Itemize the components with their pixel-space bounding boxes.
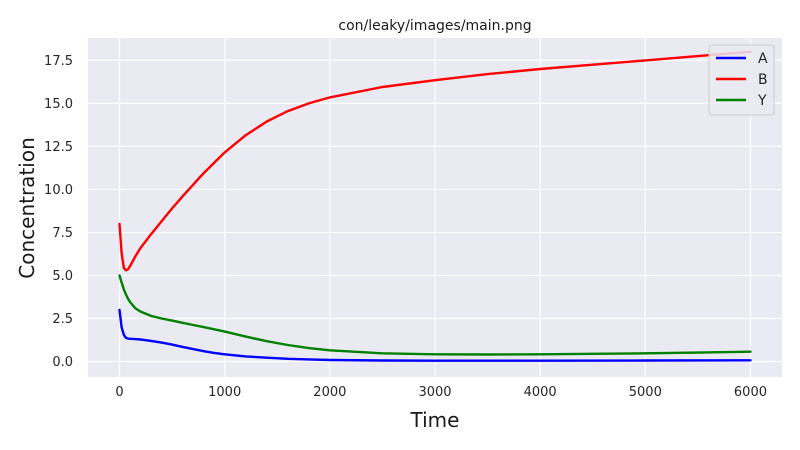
grid — [88, 38, 782, 377]
y-tick-label: 10.0 — [44, 183, 73, 198]
x-tick-label: 0 — [115, 385, 123, 400]
y-tick-label: 15.0 — [44, 97, 73, 112]
legend-items: ABY — [716, 51, 768, 109]
x-tick-label: 6000 — [734, 385, 767, 400]
legend-label-y: Y — [757, 93, 767, 109]
chart-title: con/leaky/images/main.png — [338, 18, 531, 34]
x-tick-label: 1000 — [208, 385, 241, 400]
series-line-b — [118, 50, 752, 272]
x-tick-label: 2000 — [313, 385, 346, 400]
legend: ABY — [708, 44, 775, 116]
y-tick-label: 5.0 — [52, 269, 73, 284]
legend-label-b: B — [758, 72, 768, 88]
y-tick-label: 12.5 — [44, 140, 73, 155]
y-tick-label: 7.5 — [52, 226, 73, 241]
y-axis-label: Concentration — [15, 137, 39, 278]
y-tick-label: 0.0 — [52, 355, 73, 370]
y-tick-label: 17.5 — [44, 54, 73, 69]
y-tick-label: 2.5 — [52, 312, 73, 327]
y-axis-ticks: 0.0 2.5 5.0 7.5 10.0 12.5 15.0 17.5 — [44, 54, 73, 370]
series-layer — [118, 50, 752, 362]
x-axis-label: Time — [410, 408, 460, 432]
series-line-y — [118, 274, 752, 356]
series-line-a — [118, 308, 752, 362]
x-tick-label: 4000 — [524, 385, 557, 400]
x-tick-label: 5000 — [629, 385, 662, 400]
legend-label-a: A — [758, 51, 768, 67]
x-axis-ticks: 0 1000 2000 3000 4000 5000 6000 — [115, 385, 767, 400]
x-tick-label: 3000 — [418, 385, 451, 400]
